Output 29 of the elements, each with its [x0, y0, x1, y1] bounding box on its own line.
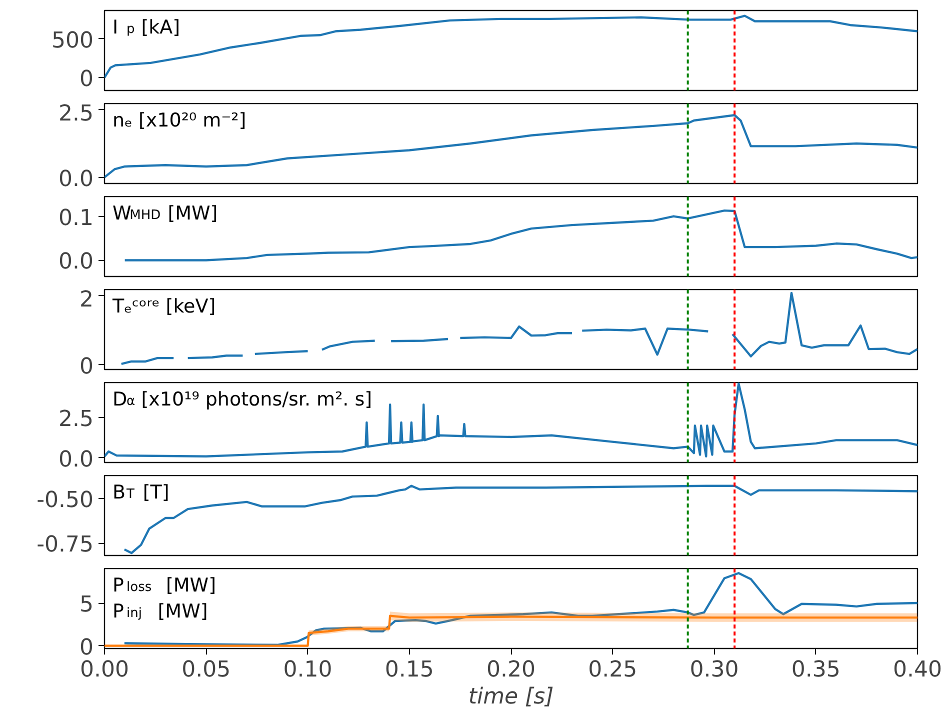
- y-tick-label: 0.0: [58, 166, 94, 192]
- x-tick-label: 0.40: [893, 658, 942, 682]
- annotation: BT [T]: [112, 482, 170, 504]
- x-tick-label: 0.00: [80, 658, 129, 682]
- x-tick-label: 0.20: [486, 658, 536, 682]
- y-tick-label: -0.50: [36, 488, 94, 513]
- annotation: Tₑᶜᵒʳᵉ [keV]: [112, 296, 216, 318]
- x-tick-label: 0.35: [791, 658, 840, 682]
- annotation: Dα [x10¹⁹ photons/sr. m². s]: [112, 388, 372, 410]
- x-tick-label: 0.10: [283, 658, 332, 682]
- y-tick-label: 0: [80, 67, 94, 92]
- y-tick-label: 500: [52, 28, 94, 54]
- annotation: WMHD [MW]: [112, 202, 218, 224]
- y-tick-label: 0.0: [58, 250, 94, 275]
- y-tick-label: 2.5: [58, 407, 94, 432]
- y-tick-label: 5: [80, 592, 94, 618]
- y-tick-label: 2.5: [58, 102, 94, 126]
- x-tick-label: 0.30: [690, 658, 739, 682]
- x-tick-label: 0.15: [384, 658, 434, 682]
- x-tick-label: 0.25: [588, 658, 638, 682]
- x-tick-label: 0.05: [182, 658, 231, 682]
- y-tick-label: 0.1: [58, 206, 94, 231]
- y-tick-label: 2: [80, 288, 94, 312]
- x-axis-title: time [s]: [468, 684, 554, 710]
- y-tick-label: 0: [80, 635, 94, 660]
- y-tick-label: -0.75: [36, 532, 94, 558]
- y-tick-label: 0.0: [58, 447, 94, 472]
- annotation: nₑ [x10²⁰ m⁻²]: [112, 110, 246, 132]
- y-tick-label: 0: [80, 354, 94, 380]
